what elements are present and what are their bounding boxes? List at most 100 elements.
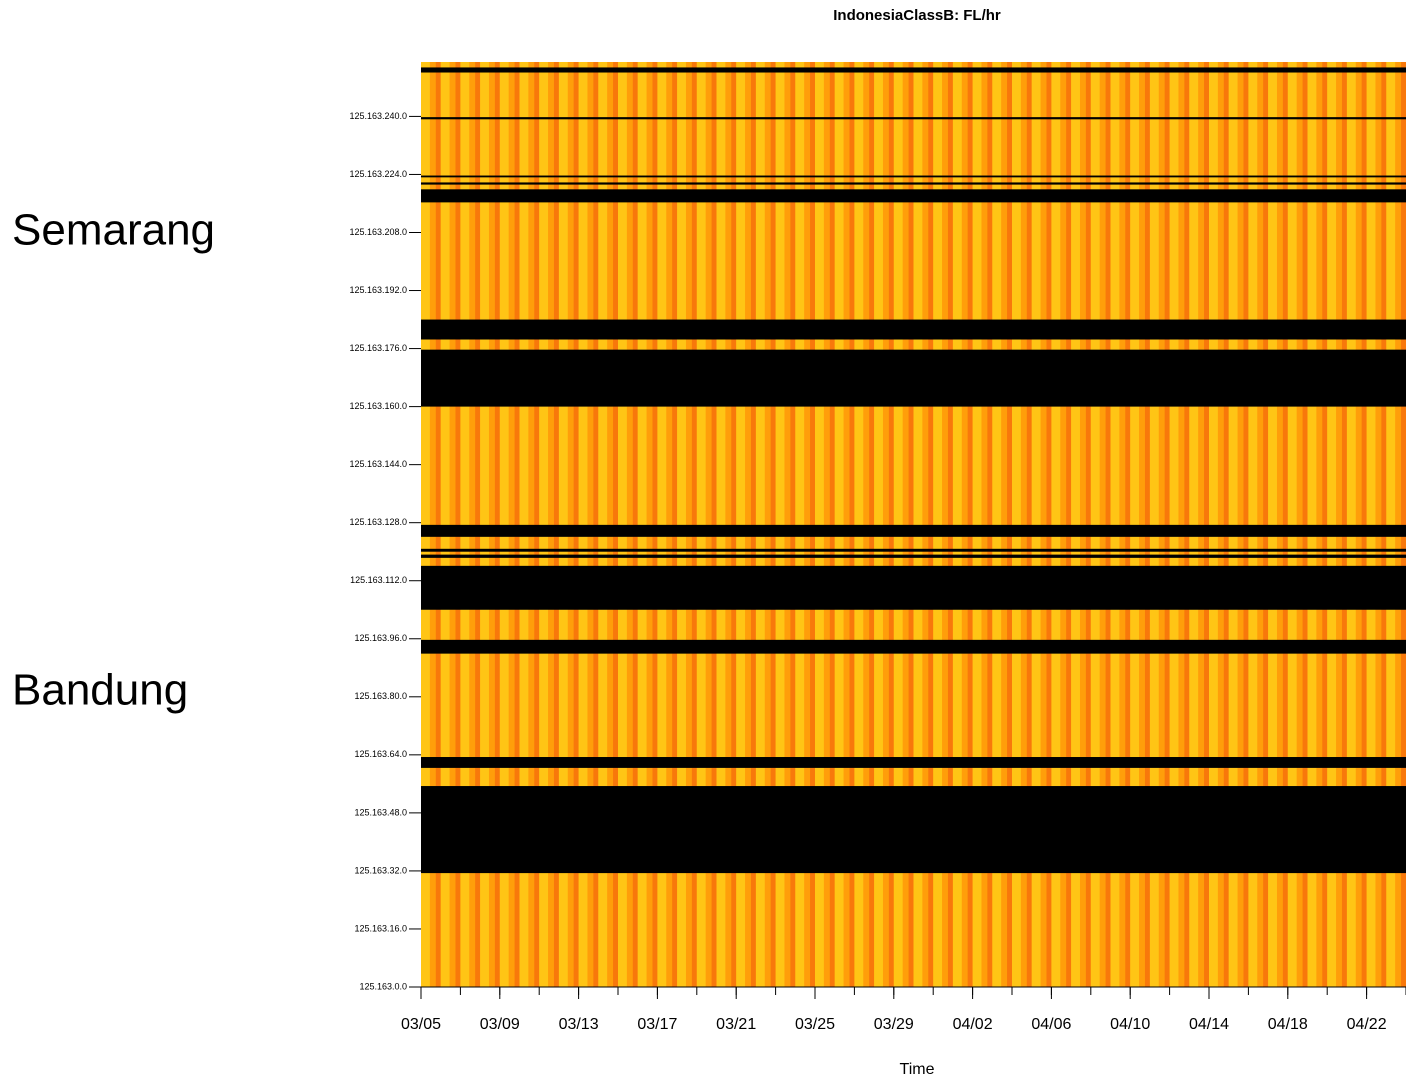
- no-data-band: [421, 67, 1406, 73]
- day-stripe: [1366, 62, 1376, 987]
- no-data-band: [421, 757, 1406, 768]
- day-stripe: [558, 62, 568, 987]
- x-axis-label: Time: [900, 1061, 935, 1078]
- annotation: Semarang: [12, 206, 215, 255]
- x-tick-label: 03/29: [874, 1016, 914, 1033]
- day-stripe: [731, 62, 737, 987]
- day-stripe: [460, 62, 470, 987]
- day-stripe: [652, 62, 658, 987]
- day-stripe: [677, 62, 686, 987]
- y-tick-label: 125.163.80.0: [354, 691, 407, 701]
- day-stripe: [1105, 62, 1111, 987]
- day-stripe: [1149, 62, 1159, 987]
- day-stripe: [1184, 62, 1190, 987]
- day-stripe: [1341, 62, 1347, 987]
- day-stripe: [1209, 62, 1218, 987]
- day-stripe: [810, 62, 815, 987]
- y-tick-label: 125.163.0.0: [359, 981, 407, 991]
- y-tick-label: 125.163.144.0: [349, 459, 407, 469]
- x-tick-label: 04/02: [953, 1016, 993, 1033]
- day-stripe: [539, 62, 549, 987]
- day-stripe: [1322, 62, 1328, 987]
- day-stripe: [815, 62, 824, 987]
- day-stripe: [775, 62, 785, 987]
- day-stripe: [696, 62, 706, 987]
- x-tick-label: 04/22: [1347, 1016, 1387, 1033]
- day-stripe: [874, 62, 883, 987]
- day-stripe: [888, 62, 894, 987]
- day-stripe: [691, 62, 697, 987]
- day-stripe: [1090, 62, 1100, 987]
- day-stripe: [1346, 62, 1356, 987]
- y-tick-label: 125.163.48.0: [354, 807, 407, 817]
- y-tick-label: 125.163.64.0: [354, 749, 407, 759]
- day-stripe: [1071, 62, 1080, 987]
- no-data-band: [421, 524, 1406, 537]
- day-stripe: [987, 62, 993, 987]
- no-data-band: [421, 319, 1406, 340]
- day-stripe: [1046, 62, 1052, 987]
- no-data-band: [421, 117, 1406, 120]
- day-stripe: [578, 62, 588, 987]
- day-stripe: [1327, 62, 1337, 987]
- x-tick-label: 03/09: [480, 1016, 520, 1033]
- x-tick-label: 04/06: [1031, 1016, 1071, 1033]
- day-stripe: [908, 62, 914, 987]
- day-stripe: [1361, 62, 1367, 987]
- day-stripe: [947, 62, 953, 987]
- y-tick-label: 125.163.160.0: [349, 401, 407, 411]
- day-stripe: [1130, 62, 1140, 987]
- day-stripe: [1169, 62, 1179, 987]
- y-tick-label: 125.163.128.0: [349, 517, 407, 527]
- day-stripe: [480, 62, 489, 987]
- x-tick-label: 03/17: [637, 1016, 677, 1033]
- no-data-band: [421, 565, 1406, 610]
- day-stripe: [637, 62, 647, 987]
- day-stripe: [952, 62, 962, 987]
- day-stripe: [1125, 62, 1131, 987]
- y-tick-label: 125.163.96.0: [354, 633, 407, 643]
- day-stripe: [632, 62, 638, 987]
- day-stripe: [1051, 62, 1061, 987]
- day-stripe: [967, 62, 973, 987]
- day-stripe: [499, 62, 509, 987]
- x-tick-label: 03/05: [401, 1016, 441, 1033]
- y-tick-label: 125.163.208.0: [349, 227, 407, 237]
- day-stripe: [1144, 62, 1150, 987]
- day-stripe: [455, 62, 461, 987]
- day-stripe: [1381, 62, 1387, 987]
- day-stripe: [834, 62, 844, 987]
- day-stripe: [854, 62, 864, 987]
- day-stripe: [972, 62, 982, 987]
- day-stripe: [716, 62, 726, 987]
- y-tick-label: 125.163.16.0: [354, 923, 407, 933]
- day-stripe: [553, 62, 559, 987]
- day-stripe: [849, 62, 855, 987]
- day-stripe: [657, 62, 667, 987]
- day-stripe: [770, 62, 776, 987]
- day-stripe: [736, 62, 746, 987]
- day-stripe: [1386, 62, 1396, 987]
- chart-title: IndonesiaClassB: FL/hr: [833, 7, 1001, 24]
- day-stripe: [1243, 62, 1249, 987]
- day-stripe: [534, 62, 540, 987]
- day-stripe: [1307, 62, 1317, 987]
- x-tick-label: 04/10: [1110, 1016, 1150, 1033]
- day-stripe: [1012, 62, 1021, 987]
- day-stripe: [1026, 62, 1032, 987]
- day-stripe: [618, 62, 627, 987]
- no-data-band: [421, 175, 1406, 178]
- day-stripe: [435, 62, 441, 987]
- day-stripe: [494, 62, 500, 987]
- day-stripe: [1031, 62, 1041, 987]
- annotation: Bandung: [12, 666, 188, 715]
- no-data-band: [421, 548, 1406, 552]
- day-stripe: [1164, 62, 1170, 987]
- day-stripe: [514, 62, 520, 987]
- x-tick-label: 03/25: [795, 1016, 835, 1033]
- x-tick-label: 04/18: [1268, 1016, 1308, 1033]
- day-stripe: [421, 62, 430, 987]
- day-stripe: [795, 62, 805, 987]
- day-stripe: [1085, 62, 1091, 987]
